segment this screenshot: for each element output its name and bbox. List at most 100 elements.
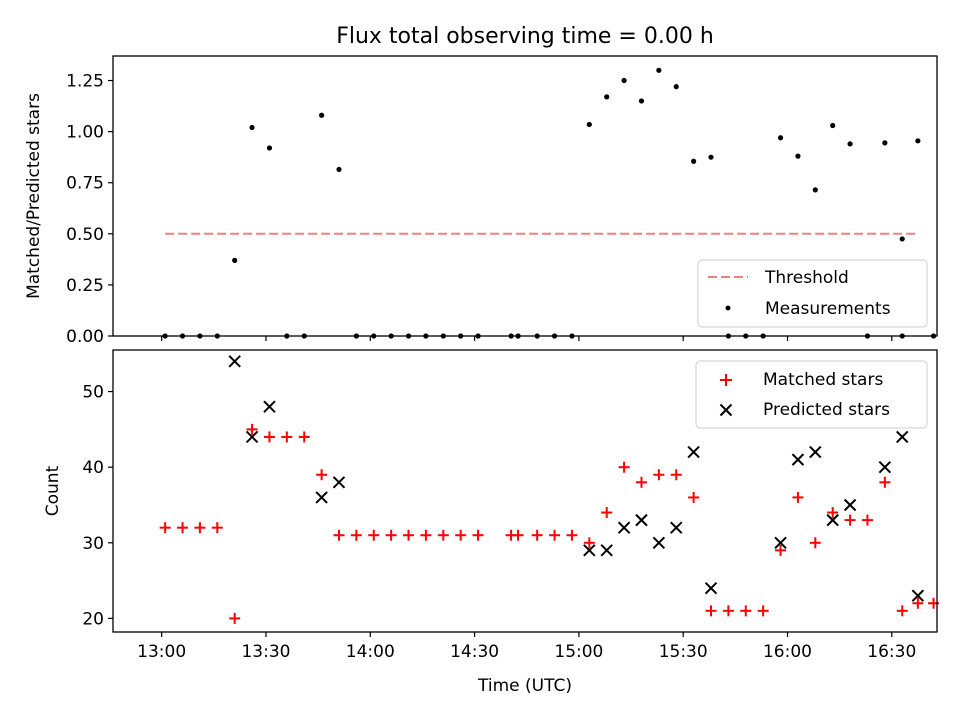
matched-stars-point: [246, 423, 258, 435]
matched-stars-point: [809, 537, 821, 549]
matched-stars-point: [281, 431, 293, 443]
predicted-stars-point: [600, 544, 613, 557]
bottom-x-ticks: 13:00 13:30 14:00 14:30 15:00 15:30 16:00 16:30: [137, 632, 916, 662]
matched-stars-point: [472, 529, 484, 541]
matched-stars-point: [159, 522, 171, 534]
bottom-axes-frame: [112, 349, 938, 633]
measurement-point: [899, 236, 905, 242]
measurement-point: [847, 141, 853, 147]
matched-stars-point: [531, 529, 543, 541]
bottom-y-tick-label: 50: [82, 383, 104, 403]
top-y-tick-label: 0.50: [66, 225, 104, 245]
predicted-stars-point: [791, 453, 805, 466]
measurement-point: [673, 84, 679, 90]
measurement-point: [604, 94, 610, 100]
matched-stars-point: [194, 522, 206, 534]
matched-stars-point: [549, 529, 561, 541]
measurement-point: [691, 158, 697, 164]
bottom-x-tick-label: 15:00: [554, 642, 603, 662]
measurement-point: [915, 138, 921, 144]
matched-stars-point: [896, 605, 908, 617]
measurement-point: [795, 153, 801, 159]
bottom-y-tick-label: 40: [82, 458, 104, 478]
matched-stars-point: [385, 529, 397, 541]
top-y-tick-label: 1.00: [66, 123, 104, 143]
matched-stars-point: [229, 612, 241, 624]
measurement-point: [638, 98, 645, 104]
x-axis-label: Time (UTC): [477, 676, 572, 696]
matched-stars-point: [757, 605, 769, 617]
matched-stars-point: [688, 491, 700, 503]
threshold-legend-label: Threshold: [764, 268, 849, 288]
predicted-stars-point: [687, 445, 700, 459]
predicted-stars-point: [635, 513, 648, 527]
matched-stars-point: [618, 461, 630, 473]
matched-stars-point: [722, 605, 734, 617]
top-y-tick-label: 0.00: [66, 327, 104, 347]
matched-legend-swatch: [720, 374, 732, 386]
matched-stars-point: [177, 522, 189, 534]
measurement-point: [249, 124, 255, 131]
measurement-point: [777, 135, 784, 141]
top-y-axis-label: Matched/Predicted stars: [24, 93, 44, 299]
predicted-legend-label: Predicted stars: [763, 400, 890, 420]
predicted-stars-point: [583, 544, 596, 557]
matched-stars-point: [740, 605, 752, 617]
matched-stars-point: [316, 469, 328, 481]
top-y-tick-label: 1.25: [66, 72, 104, 92]
matched-stars-point: [583, 537, 595, 549]
top-x-ticks: [161, 336, 893, 341]
matched-stars-point: [670, 469, 682, 481]
bottom-x-tick-label: 14:00: [346, 642, 395, 662]
bottom-y-ticks: 20 30 40 50: [82, 383, 113, 629]
matched-stars-point: [601, 507, 613, 519]
predicted-stars-point: [670, 521, 683, 534]
bottom-legend: Matched stars Predicted stars: [695, 360, 928, 429]
figure-title: Flux total observing time = 0.00 h: [336, 24, 714, 49]
matched-stars-point: [653, 469, 665, 481]
measurement-point: [621, 77, 627, 84]
predicted-stars-point: [652, 536, 666, 549]
bottom-x-tick-label: 16:00: [763, 642, 812, 662]
bottom-plot-marks: [159, 355, 940, 624]
measurements-legend-label: Measurements: [765, 299, 891, 319]
predicted-stars-point: [896, 430, 909, 444]
matched-stars-point: [512, 529, 524, 541]
measurement-point: [882, 140, 888, 146]
predicted-stars-point: [809, 445, 822, 459]
top-legend-box: [697, 259, 928, 328]
measurement-point: [232, 257, 238, 263]
measurement-point: [336, 166, 342, 173]
matched-stars-point: [792, 491, 804, 503]
measurements-legend-swatch: [725, 305, 731, 311]
matched-legend-label: Matched stars: [763, 370, 883, 390]
matched-stars-point: [912, 597, 924, 609]
bottom-x-tick-label: 13:30: [241, 642, 290, 662]
matched-stars-point: [403, 529, 415, 541]
predicted-stars-point: [263, 400, 276, 413]
matched-stars-point: [844, 514, 856, 526]
measurement-point: [586, 121, 592, 128]
predicted-stars-point: [617, 521, 631, 534]
measurement-point: [708, 154, 714, 160]
predicted-stars-point: [245, 430, 259, 444]
predicted-stars-point: [774, 536, 787, 549]
top-y-tick-label: 0.75: [66, 174, 104, 194]
top-panel: 0.00 0.25 0.50 0.75 1.00 1.25 Matched/Predict…: [24, 55, 938, 347]
matched-stars-point: [775, 544, 787, 556]
predicted-stars-point: [878, 460, 892, 474]
matched-stars-point: [861, 514, 873, 526]
top-y-tick-label: 0.25: [66, 276, 104, 296]
bottom-x-tick-label: 13:00: [137, 642, 186, 662]
matched-stars-point: [298, 431, 310, 443]
bottom-x-tick-label: 15:30: [659, 642, 708, 662]
predicted-stars-point: [843, 498, 857, 512]
predicted-stars-point: [911, 589, 925, 602]
matched-stars-point: [350, 529, 362, 541]
predicted-stars-point: [704, 581, 718, 595]
bottom-x-tick-label: 16:30: [867, 642, 916, 662]
matched-stars-point: [211, 522, 223, 534]
matched-stars-point: [566, 529, 578, 541]
